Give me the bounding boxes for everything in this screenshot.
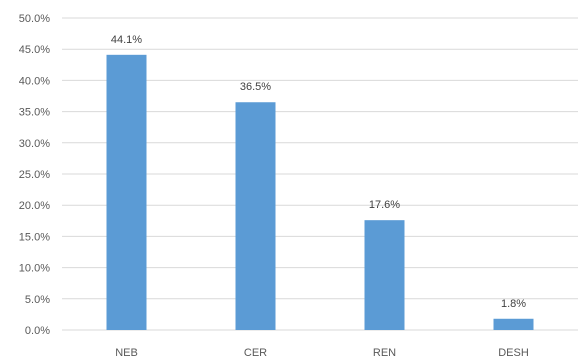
y-tick-label: 40.0%: [19, 75, 50, 87]
y-tick-label: 10.0%: [19, 263, 50, 275]
y-tick-label: 0.0%: [25, 325, 50, 337]
data-label-cer: 36.5%: [240, 81, 271, 93]
gridlines: [62, 17, 578, 331]
bar-ren: [364, 220, 405, 330]
data-label-desh: 1.8%: [501, 298, 526, 310]
category-label-ren: REN: [373, 347, 396, 359]
bar-cer: [235, 102, 276, 331]
x-axis-category-labels: NEB CER REN DESH: [115, 347, 529, 359]
y-tick-label: 45.0%: [19, 44, 50, 56]
category-label-neb: NEB: [115, 347, 138, 359]
data-labels: 44.1% 36.5% 17.6% 1.8%: [111, 34, 526, 310]
y-tick-label: 35.0%: [19, 107, 50, 119]
bar-neb: [106, 54, 147, 330]
data-label-ren: 17.6%: [369, 199, 400, 211]
category-label-desh: DESH: [498, 347, 529, 359]
y-tick-label: 20.0%: [19, 200, 50, 212]
category-label-cer: CER: [244, 347, 267, 359]
bar-desh: [493, 318, 534, 330]
y-tick-label: 30.0%: [19, 138, 50, 150]
y-tick-label: 15.0%: [19, 231, 50, 243]
y-tick-label: 50.0%: [19, 13, 50, 25]
data-label-neb: 44.1%: [111, 34, 142, 46]
bars: [106, 54, 534, 331]
y-axis-tick-labels: 0.0% 5.0% 10.0% 15.0% 20.0% 25.0% 30.0% 35.0% 40…: [19, 13, 50, 337]
y-tick-label: 25.0%: [19, 169, 50, 181]
y-tick-label: 5.0%: [25, 294, 50, 306]
